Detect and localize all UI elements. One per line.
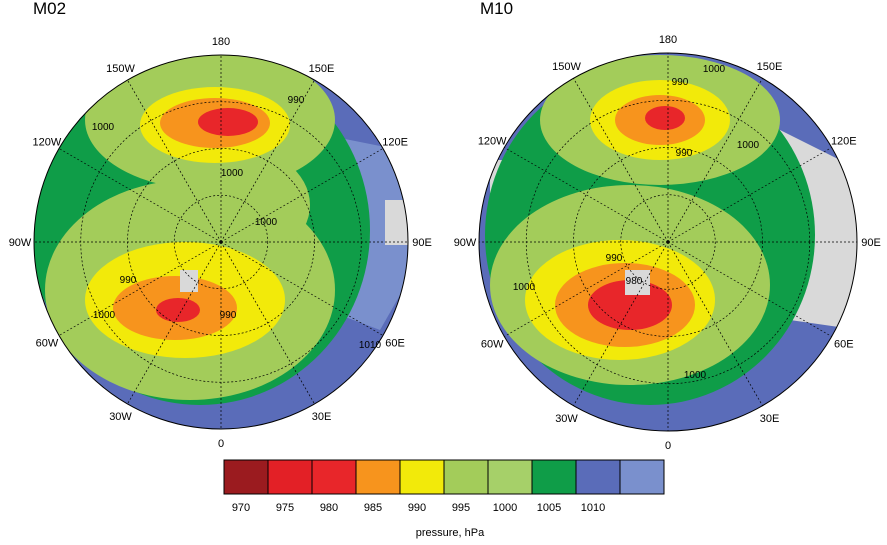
longitude-label: 180 [659,34,677,46]
contour-label: 990 [288,95,305,106]
longitude-label: 0 [218,438,224,450]
meridian [667,241,763,406]
contour-label: 1010 [359,340,382,351]
latitude-circle [620,194,716,290]
panel-title: M02 [33,0,66,18]
longitude-label: 60W [36,338,59,350]
longitude-label: 60E [385,338,405,350]
colorbar-swatch [311,459,357,495]
contour-label: 1000 [93,310,116,321]
map-border [478,52,858,432]
colorbar-swatch [531,459,577,495]
meridian [220,79,315,243]
meridian [127,79,222,243]
colorbar-swatch [267,459,313,495]
colorbar-tick-label: 1010 [581,502,605,514]
latitude-circle [173,194,269,290]
meridian [573,241,669,406]
colorbar-swatch [443,459,489,495]
longitude-label: 90W [9,237,32,249]
longitude-label: 120E [831,136,857,148]
contour-label: 980 [626,276,643,287]
longitude-label: 90E [412,237,432,249]
meridian [127,241,222,405]
meridian [220,241,384,336]
meridian [58,148,222,243]
colorbar-tick-label: 985 [364,502,382,514]
longitude-label: 30W [555,413,578,425]
longitude-label: 0 [665,440,671,452]
longitude-label: 120E [382,137,408,149]
panel-title: M10 [480,0,513,18]
contour-label: 1000 [255,217,278,228]
colorbar-swatch [619,459,665,495]
meridian [573,78,669,243]
longitude-label: 90W [454,237,477,249]
longitude-label: 150W [552,61,581,73]
longitude-label: 30E [312,411,332,423]
contour-label: 990 [676,148,693,159]
contour-label: 1000 [703,64,726,75]
meridian [504,241,669,337]
map-right [479,53,857,431]
colorbar-tick-label: 995 [452,502,470,514]
meridian [667,241,832,337]
meridian [667,147,832,243]
map-left [34,55,408,429]
meridian [58,241,222,336]
colorbar-label: pressure, hPa [416,527,485,539]
colorbar-swatch [399,459,445,495]
longitude-label: 150W [106,63,135,75]
contour-label: 990 [120,275,137,286]
colorbar-tick-label: 990 [408,502,426,514]
longitude-label: 150E [309,63,335,75]
longitude-label: 60W [481,339,504,351]
contour-label: 1000 [221,168,244,179]
longitude-label: 180 [212,36,230,48]
contour-label: 990 [220,310,237,321]
colorbar-swatch [575,459,621,495]
contour-label: 990 [606,253,623,264]
meridian [220,148,384,243]
colorbar-swatch [223,459,269,495]
colorbar-swatch [355,459,401,495]
meridian [220,241,315,405]
longitude-label: 90E [861,237,881,249]
colorbar-tick-label: 1005 [537,502,561,514]
colorbar-swatch [487,459,533,495]
contour-label: 990 [672,77,689,88]
meridian [504,147,669,243]
longitude-label: 30E [760,413,780,425]
contour-label: 1000 [737,140,760,151]
contour-label: 1000 [92,122,115,133]
contour-label: 1000 [513,282,536,293]
colorbar-tick-label: 1000 [493,502,517,514]
longitude-label: 120W [478,136,507,148]
colorbar-tick-label: 980 [320,502,338,514]
colorbar-tick-label: 975 [276,502,294,514]
longitude-label: 150E [757,61,783,73]
longitude-label: 120W [33,137,62,149]
colorbar-tick-label: 970 [232,502,250,514]
meridian [667,78,763,243]
latitude-circle [573,147,763,337]
contour-label: 1000 [684,370,707,381]
longitude-label: 30W [109,411,132,423]
longitude-label: 60E [834,339,854,351]
map-border [33,54,409,430]
